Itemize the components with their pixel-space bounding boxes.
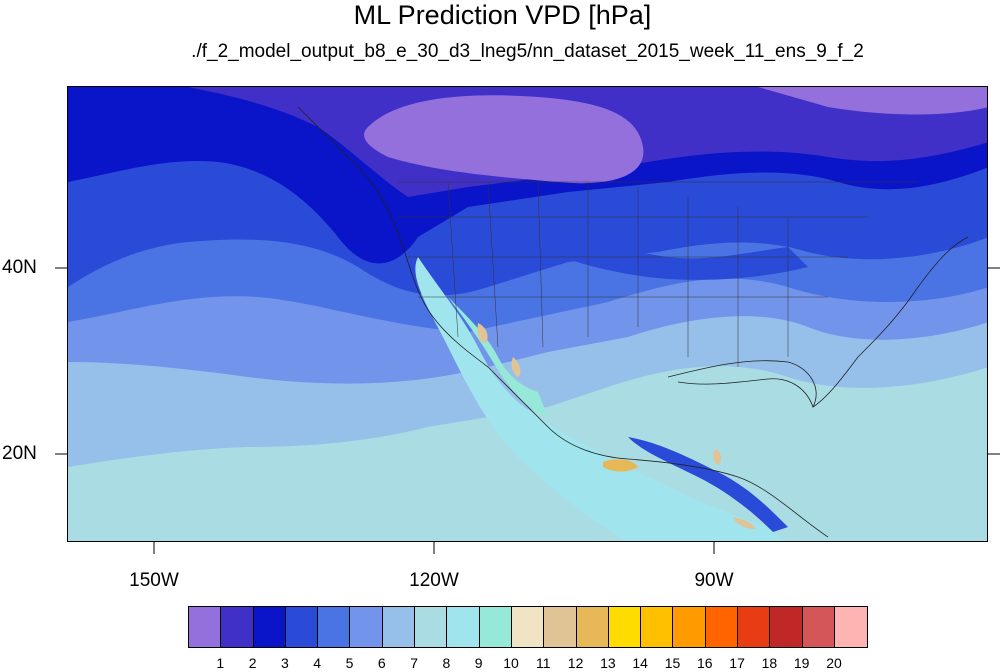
colorbar-box bbox=[511, 607, 545, 647]
colorbar-box bbox=[253, 607, 286, 647]
lat-label-40n: 40N bbox=[2, 257, 37, 278]
colorbar-box bbox=[705, 607, 739, 647]
colorbar-tick-label: 5 bbox=[345, 655, 354, 671]
colorbar-tick-label: 16 bbox=[697, 655, 713, 671]
colorbar-box bbox=[802, 607, 835, 647]
lon-label-120w: 120W bbox=[409, 570, 459, 591]
lat-label-20n: 20N bbox=[2, 443, 37, 464]
colorbar-tick-label: 3 bbox=[280, 655, 289, 671]
colorbar bbox=[188, 606, 869, 648]
colorbar-box bbox=[415, 607, 448, 647]
colorbar-tick-label: 11 bbox=[536, 655, 551, 671]
colorbar-tick-label: 15 bbox=[664, 655, 681, 671]
colorbar-box bbox=[318, 607, 351, 647]
colorbar-box bbox=[189, 607, 222, 647]
colorbar-tick-label: 8 bbox=[442, 655, 451, 671]
lon-label-150w: 150W bbox=[129, 570, 179, 591]
colorbar-tick-label: 20 bbox=[826, 655, 842, 671]
colorbar-tick-label: 10 bbox=[503, 655, 519, 671]
colorbar-tick-label: 9 bbox=[474, 655, 483, 671]
colorbar-box bbox=[350, 607, 383, 647]
colorbar-box bbox=[738, 607, 771, 647]
colorbar-tick-label: 18 bbox=[761, 655, 778, 671]
map-subtitle: ./f_2_model_output_b8_e_30_d3_lneg5/nn_d… bbox=[191, 41, 864, 62]
colorbar-tick-label: 17 bbox=[729, 655, 745, 671]
colorbar-box bbox=[576, 607, 609, 647]
lon-label-90w: 90W bbox=[694, 570, 734, 591]
colorbar-tick-label: 12 bbox=[567, 655, 584, 671]
colorbar-tick-label: 2 bbox=[248, 655, 257, 671]
colorbar-box bbox=[770, 607, 803, 647]
colorbar-tick-label: 14 bbox=[632, 655, 648, 671]
colorbar-box bbox=[382, 607, 416, 647]
colorbar-tick-label: 13 bbox=[600, 655, 616, 671]
vpd-map bbox=[67, 86, 988, 542]
map-title: ML Prediction VPD [hPa] bbox=[353, 0, 652, 30]
colorbar-box bbox=[221, 607, 254, 647]
colorbar-box bbox=[447, 607, 480, 647]
colorbar-tick-label: 6 bbox=[377, 655, 386, 671]
axis-ticks bbox=[55, 267, 1000, 554]
colorbar-box bbox=[544, 607, 577, 647]
colorbar-box bbox=[641, 607, 674, 647]
colorbar-tick-label: 4 bbox=[313, 655, 322, 671]
colorbar-tick-label: 1 bbox=[216, 655, 225, 671]
colorbar-box bbox=[608, 607, 642, 647]
colorbar-tick-label: 19 bbox=[793, 655, 810, 671]
colorbar-box bbox=[834, 607, 868, 647]
colorbar-box bbox=[479, 607, 512, 647]
colorbar-box bbox=[673, 607, 706, 647]
colorbar-box bbox=[285, 607, 319, 647]
colorbar-tick-label: 7 bbox=[410, 655, 418, 671]
vpd-contour-field bbox=[68, 87, 987, 541]
